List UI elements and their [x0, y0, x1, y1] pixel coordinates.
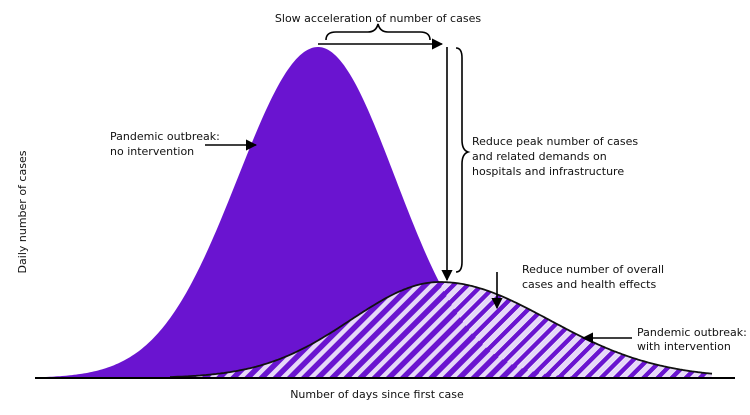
brace [325, 23, 431, 41]
annotation: hospitals and infrastructure [472, 165, 624, 178]
annotation: Pandemic outbreak: [637, 326, 747, 339]
annotation: Reduce peak number of cases [472, 135, 638, 148]
intervention-area-overlay [170, 282, 712, 378]
annotation: Pandemic outbreak: [110, 130, 220, 143]
annotation: cases and health effects [522, 278, 656, 291]
brace [455, 47, 471, 273]
intervention-curve [170, 281, 713, 378]
annotation: and related demands on [472, 150, 607, 163]
annotation: Slow acceleration of number of cases [275, 12, 481, 25]
annotation: with intervention [637, 340, 731, 353]
annotation: Reduce number of overall [522, 263, 664, 276]
annotation: no intervention [110, 145, 194, 158]
y-axis-label: Daily number of cases [16, 150, 29, 273]
x-axis-label: Number of days since first case [290, 388, 464, 401]
no-intervention-area [40, 47, 620, 378]
